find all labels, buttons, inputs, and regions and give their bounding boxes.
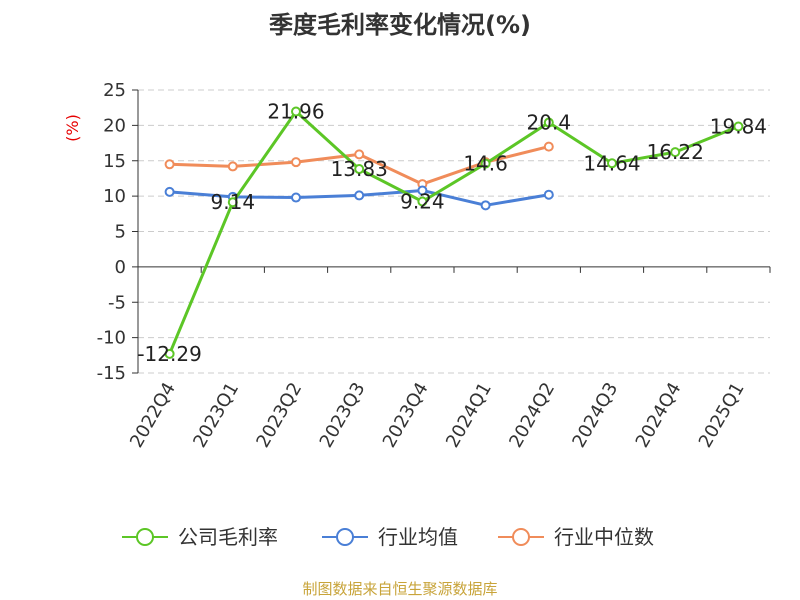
data-point bbox=[354, 149, 365, 160]
legend-marker bbox=[336, 528, 354, 546]
data-point bbox=[670, 147, 681, 158]
data-point bbox=[543, 141, 554, 152]
data-point bbox=[291, 192, 301, 203]
legend-marker bbox=[136, 528, 154, 546]
data-point bbox=[543, 117, 554, 128]
data-label: 14.64 bbox=[583, 151, 640, 175]
y-tick-label: 15 bbox=[103, 151, 126, 172]
data-label: 9.14 bbox=[211, 190, 256, 214]
data-label: 13.83 bbox=[331, 157, 388, 181]
y-tick-label: 20 bbox=[103, 115, 126, 136]
y-axis-label: (%) bbox=[63, 114, 82, 142]
data-label: 20.4 bbox=[527, 111, 572, 135]
x-tick-label: 2024Q2 bbox=[505, 379, 559, 451]
data-point bbox=[164, 159, 175, 170]
x-tick-label: 2023Q1 bbox=[189, 379, 243, 451]
data-point bbox=[733, 121, 744, 132]
data-point bbox=[417, 185, 428, 196]
series-line bbox=[168, 110, 739, 355]
data-point bbox=[354, 164, 365, 175]
chart-title: 季度毛利率变化情况(%) bbox=[269, 11, 531, 39]
data-label: 16.22 bbox=[647, 140, 704, 164]
x-tick-label: 2023Q4 bbox=[379, 379, 433, 451]
data-point bbox=[543, 189, 554, 200]
x-tick-label: 2023Q3 bbox=[316, 379, 370, 451]
data-label: -12.29 bbox=[137, 342, 201, 366]
data-point bbox=[227, 197, 238, 208]
legend-label: 公司毛利率 bbox=[178, 525, 278, 549]
x-tick-label: 2024Q3 bbox=[568, 379, 622, 451]
legend-label: 行业均值 bbox=[378, 525, 458, 549]
y-tick-label: 10 bbox=[103, 186, 126, 207]
y-tick-label: 5 bbox=[115, 222, 126, 243]
y-tick-label: -10 bbox=[97, 328, 126, 349]
y-tick-label: 0 bbox=[115, 257, 126, 278]
data-label: 19.84 bbox=[710, 115, 767, 139]
data-point bbox=[291, 157, 301, 168]
legend-marker bbox=[512, 528, 530, 546]
legend-label: 行业中位数 bbox=[554, 525, 654, 549]
data-point bbox=[354, 190, 365, 201]
x-tick-label: 2025Q1 bbox=[695, 379, 749, 451]
data-label-layer: -12.29 9.14 21.96 13.83 9.24 14.6 20.4 14.64 16.… bbox=[137, 100, 767, 366]
data-label: 21.96 bbox=[267, 100, 324, 124]
data-point bbox=[227, 161, 238, 172]
data-point bbox=[164, 186, 175, 197]
x-tick-label: 2023Q2 bbox=[252, 379, 306, 451]
data-label: 9.24 bbox=[400, 190, 445, 214]
data-point bbox=[480, 200, 491, 211]
y-tick-label: -15 bbox=[97, 363, 126, 384]
grid-layer bbox=[138, 89, 770, 374]
data-point bbox=[291, 106, 301, 117]
x-tick-label: 2022Q4 bbox=[126, 379, 180, 451]
x-tick-label: 2024Q1 bbox=[442, 379, 496, 451]
x-tick-label: 2024Q4 bbox=[632, 379, 686, 451]
y-tick-label: 25 bbox=[103, 80, 126, 101]
data-point bbox=[164, 348, 175, 359]
data-point bbox=[607, 158, 617, 169]
legend: 公司毛利率 行业均值 行业中位数 bbox=[122, 525, 654, 549]
source-note: 制图数据来自恒生聚源数据库 bbox=[302, 580, 497, 598]
series-layer bbox=[164, 106, 744, 359]
data-label: 14.6 bbox=[463, 152, 508, 176]
data-point bbox=[417, 196, 428, 207]
y-tick-label: -5 bbox=[108, 292, 126, 313]
data-point bbox=[480, 158, 491, 169]
